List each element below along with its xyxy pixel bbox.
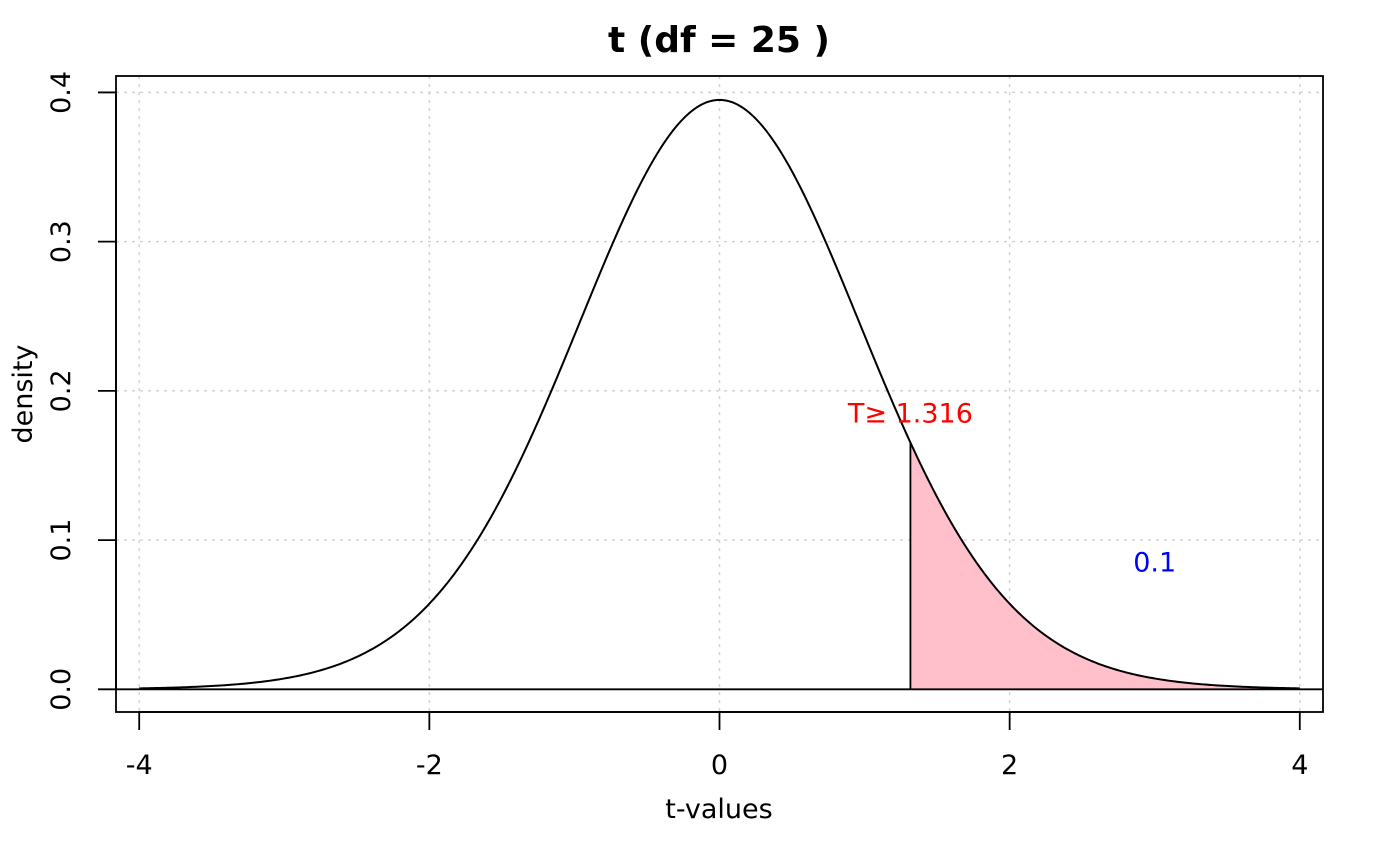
y-tick-label-2: 0.2 xyxy=(46,369,77,412)
x-axis: -4 -2 0 2 4 xyxy=(126,711,1308,781)
y-tick-label-1: 0.1 xyxy=(46,519,77,562)
y-axis: 0.0 0.1 0.2 0.3 0.4 xyxy=(46,71,117,711)
y-tick-label-0: 0.0 xyxy=(46,668,77,711)
shaded-tail-area xyxy=(910,442,1300,690)
grid-lines xyxy=(116,76,1323,712)
x-tick-label-3: 2 xyxy=(1001,750,1018,781)
chart-title: t (df = 25 ) xyxy=(608,20,830,61)
x-tick-label-2: 0 xyxy=(711,750,728,781)
y-tick-label-3: 0.3 xyxy=(46,220,77,263)
shaded-region-layer xyxy=(909,442,1300,690)
annotations: T≥ 1.316 0.1 xyxy=(847,398,1176,578)
y-tick-label-4: 0.4 xyxy=(46,71,77,114)
x-tick-label-1: -2 xyxy=(416,750,443,781)
annotation-1: 0.1 xyxy=(1133,547,1176,578)
annotation-0: T≥ 1.316 xyxy=(847,398,973,429)
y-axis-label: density xyxy=(8,344,39,443)
x-tick-label-0: -4 xyxy=(126,750,153,781)
density-curve xyxy=(139,98,1300,690)
plot-frame xyxy=(115,75,1324,713)
x-axis-label: t-values xyxy=(665,794,772,825)
x-tick-label-4: 4 xyxy=(1291,750,1308,781)
density-curve-layer xyxy=(139,98,1300,690)
